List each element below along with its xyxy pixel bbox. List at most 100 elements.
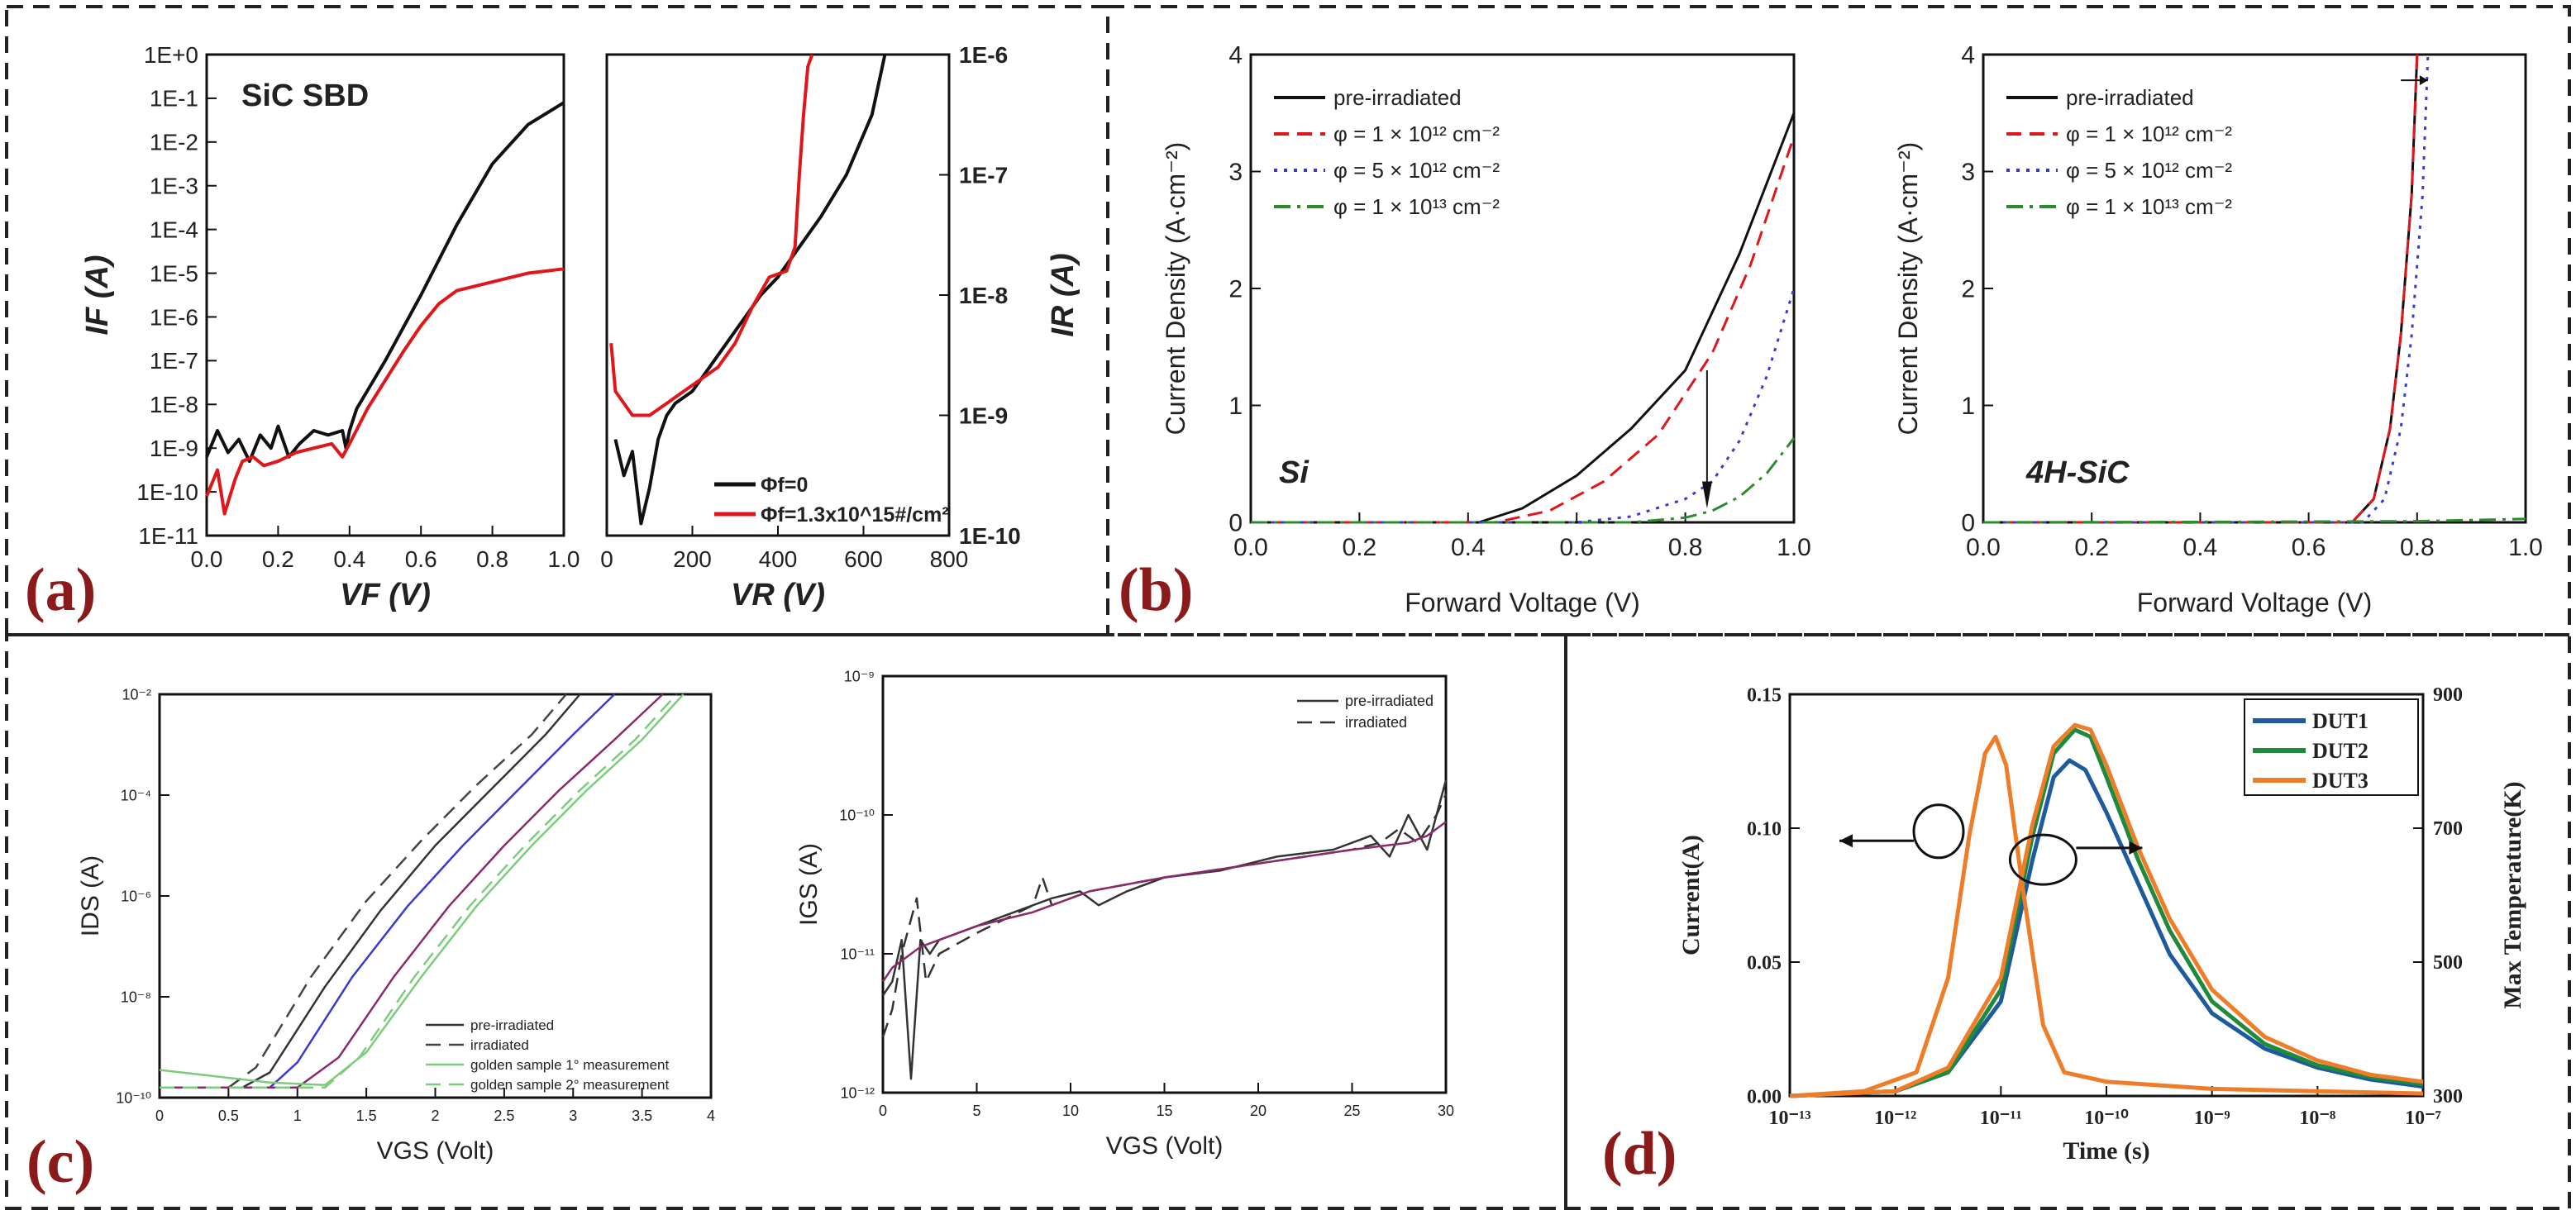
legend-label: DUT1 xyxy=(2312,709,2368,733)
x-tick-label: 0.6 xyxy=(1559,534,1594,561)
chart-title: SiC SBD xyxy=(241,79,369,113)
x-tick-label: 10 xyxy=(1062,1103,1079,1119)
y-tick-label: 10⁻⁴ xyxy=(121,787,151,803)
x-tick-label: 3 xyxy=(569,1108,577,1124)
y-tick-label: 1E-2 xyxy=(150,130,198,155)
y-tick-label: 1E-6 xyxy=(959,42,1008,68)
chart-b-sic: 0.0 0.2 0.4 0.6 0.8 1.0 0 1 2 3 4 Forward Voltage (… xyxy=(1893,42,2543,618)
series-line-1 xyxy=(1251,136,1796,524)
y-tick-label: 1E-9 xyxy=(959,403,1008,428)
series-line-0 xyxy=(1251,112,1796,524)
right-arrowhead xyxy=(2129,841,2143,855)
y-tick-label: 0.00 xyxy=(1747,1086,1782,1108)
series-line-1 xyxy=(1983,54,2419,524)
y-tick-label: 0.10 xyxy=(1747,818,1782,840)
x-tick-label: 5 xyxy=(972,1103,980,1119)
y-tick-label: 3 xyxy=(1228,159,1243,186)
series-line-4 xyxy=(159,693,685,1087)
x-tick-label: 0.4 xyxy=(1451,534,1486,561)
y-tick-label: 1E-7 xyxy=(150,348,198,374)
x-tick-label: 0.0 xyxy=(191,546,223,572)
x-tick-label: 0.4 xyxy=(2183,534,2218,561)
y-tick-label: 10⁻¹¹ xyxy=(840,946,875,962)
y-axis-label: IDS (A) xyxy=(77,855,104,936)
y-right-tick-label: 500 xyxy=(2433,952,2463,974)
y-tick-label: 0.15 xyxy=(1747,684,1782,706)
chart-d-transient: 10⁻¹³ 10⁻¹² 10⁻¹¹ 10⁻¹⁰ 10⁻⁹ 10⁻⁸ 10⁻⁷ 0.00 0.05… xyxy=(1677,684,2526,1165)
panel-label-d: (d) xyxy=(1602,1120,1677,1188)
x-tick-label: 0.5 xyxy=(218,1108,239,1124)
x-axis-label: VR (V) xyxy=(731,578,825,612)
series-line-5 xyxy=(160,693,678,1089)
y-axis-label: Current Density (A·cm⁻²) xyxy=(1161,142,1190,436)
series-line-0 xyxy=(205,101,565,464)
x-tick-label: 0 xyxy=(879,1103,887,1119)
left-arrowhead xyxy=(1839,834,1853,848)
series-line-0 xyxy=(1789,758,2424,1098)
plot-frame xyxy=(605,53,951,537)
y-tick-label: 10⁻⁶ xyxy=(121,888,151,904)
x-tick-label: 200 xyxy=(673,546,712,572)
y-tick-label: 1E-10 xyxy=(136,479,198,505)
series-line-3 xyxy=(1251,437,1796,524)
panel-label-c: (c) xyxy=(26,1128,94,1196)
x-tick-label: 10⁻⁹ xyxy=(2194,1108,2230,1129)
x-tick-label: 0.6 xyxy=(2292,534,2326,561)
x-axis-label: Forward Voltage (V) xyxy=(2137,588,2373,617)
x-tick-label: 0.8 xyxy=(2400,534,2435,561)
legend-label: irradiated xyxy=(470,1037,529,1053)
series-line-3 xyxy=(1982,517,2526,524)
x-tick-label: 4 xyxy=(707,1108,715,1124)
y-tick-label: 1E-8 xyxy=(959,283,1008,308)
x-tick-label: 30 xyxy=(1438,1103,1454,1119)
y-tick-label: 1E-7 xyxy=(959,162,1008,188)
series-line-3 xyxy=(1789,735,2424,1098)
y-tick-label: 1E-10 xyxy=(959,523,1021,549)
y-tick-label: 3 xyxy=(1961,159,1975,186)
series-line-1 xyxy=(609,54,814,417)
series-line-3 xyxy=(160,693,664,1089)
y-tick-label: 10⁻¹⁰ xyxy=(116,1089,151,1106)
legend-label: φ = 5 × 10¹² cm⁻² xyxy=(1333,158,1500,183)
x-tick-label: 1 xyxy=(293,1108,302,1124)
series-line-1 xyxy=(881,793,1448,1038)
y-right-axis-label: Max Temperature(K) xyxy=(2499,781,2526,1008)
x-tick-label: 0.0 xyxy=(1966,534,2001,561)
chart-c-igs: 0 5 10 15 20 25 30 10⁻¹² 10⁻¹¹ 10⁻¹⁰ 10⁻⁹ VGS (Volt… xyxy=(795,668,1454,1160)
legend-label: φ = 1 × 10¹² cm⁻² xyxy=(1333,122,1500,146)
y-right-tick-label: 300 xyxy=(2433,1086,2463,1108)
x-tick-label: 0 xyxy=(155,1108,164,1124)
chart-c-ids: 0 0.5 1 1.5 2 2.5 3 3.5 4 10⁻¹⁰ 10⁻⁸ 10⁻⁶ 10⁻⁴ 10⁻² VG… xyxy=(77,686,715,1165)
x-tick-label: 1.0 xyxy=(1777,534,1811,561)
y-tick-label: 1E-8 xyxy=(150,392,198,417)
y-tick-label: 0 xyxy=(1961,510,1975,537)
y-tick-label: 1E-4 xyxy=(150,217,198,242)
y-right-tick-label: 900 xyxy=(2433,684,2463,706)
x-tick-label: 3.5 xyxy=(632,1108,652,1124)
series-line-1 xyxy=(160,693,567,1089)
legend-label: φ = 1 × 10¹³ cm⁻² xyxy=(1333,194,1500,219)
x-tick-label: 400 xyxy=(759,546,798,572)
series-line-1 xyxy=(205,267,565,516)
series-line-2 xyxy=(1251,288,1796,524)
y-tick-label: 10⁻² xyxy=(122,686,151,703)
y-axis-label: Current(A) xyxy=(1677,835,1705,955)
y-tick-label: 0.05 xyxy=(1747,952,1782,974)
shift-arrowhead xyxy=(2419,75,2428,86)
y-tick-label: 0 xyxy=(1228,510,1243,537)
y-tick-label: 10⁻⁹ xyxy=(844,668,875,684)
x-tick-label: 1.0 xyxy=(548,546,580,572)
x-tick-label: 15 xyxy=(1156,1103,1172,1119)
legend-label: φ = 1 × 10¹² cm⁻² xyxy=(2066,122,2232,146)
plot-frame xyxy=(205,53,565,537)
y-axis-label: IF (A) xyxy=(80,255,115,335)
x-tick-label: 20 xyxy=(1250,1103,1267,1119)
x-axis-label: VGS (Volt) xyxy=(377,1137,494,1165)
x-tick-label: 10⁻¹³ xyxy=(1768,1108,1810,1129)
legend-label: DUT3 xyxy=(2312,769,2368,793)
legend-label: Φf=0 xyxy=(761,474,808,497)
x-tick-label: 10⁻¹¹ xyxy=(1980,1108,2022,1129)
x-tick-label: 0.8 xyxy=(1668,534,1703,561)
series-line-0 xyxy=(613,54,887,526)
